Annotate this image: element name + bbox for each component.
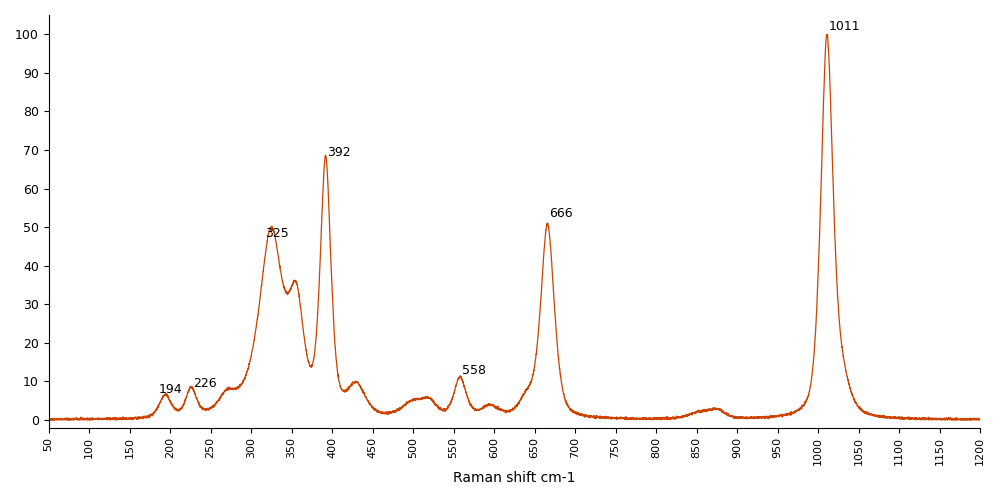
Text: 226: 226 (193, 377, 216, 390)
X-axis label: Raman shift cm-1: Raman shift cm-1 (453, 471, 576, 485)
Text: 666: 666 (549, 208, 573, 220)
Text: 392: 392 (327, 146, 351, 158)
Text: 1011: 1011 (829, 20, 860, 34)
Text: 325: 325 (265, 226, 289, 239)
Text: 194: 194 (159, 383, 182, 396)
Text: 558: 558 (462, 364, 486, 376)
